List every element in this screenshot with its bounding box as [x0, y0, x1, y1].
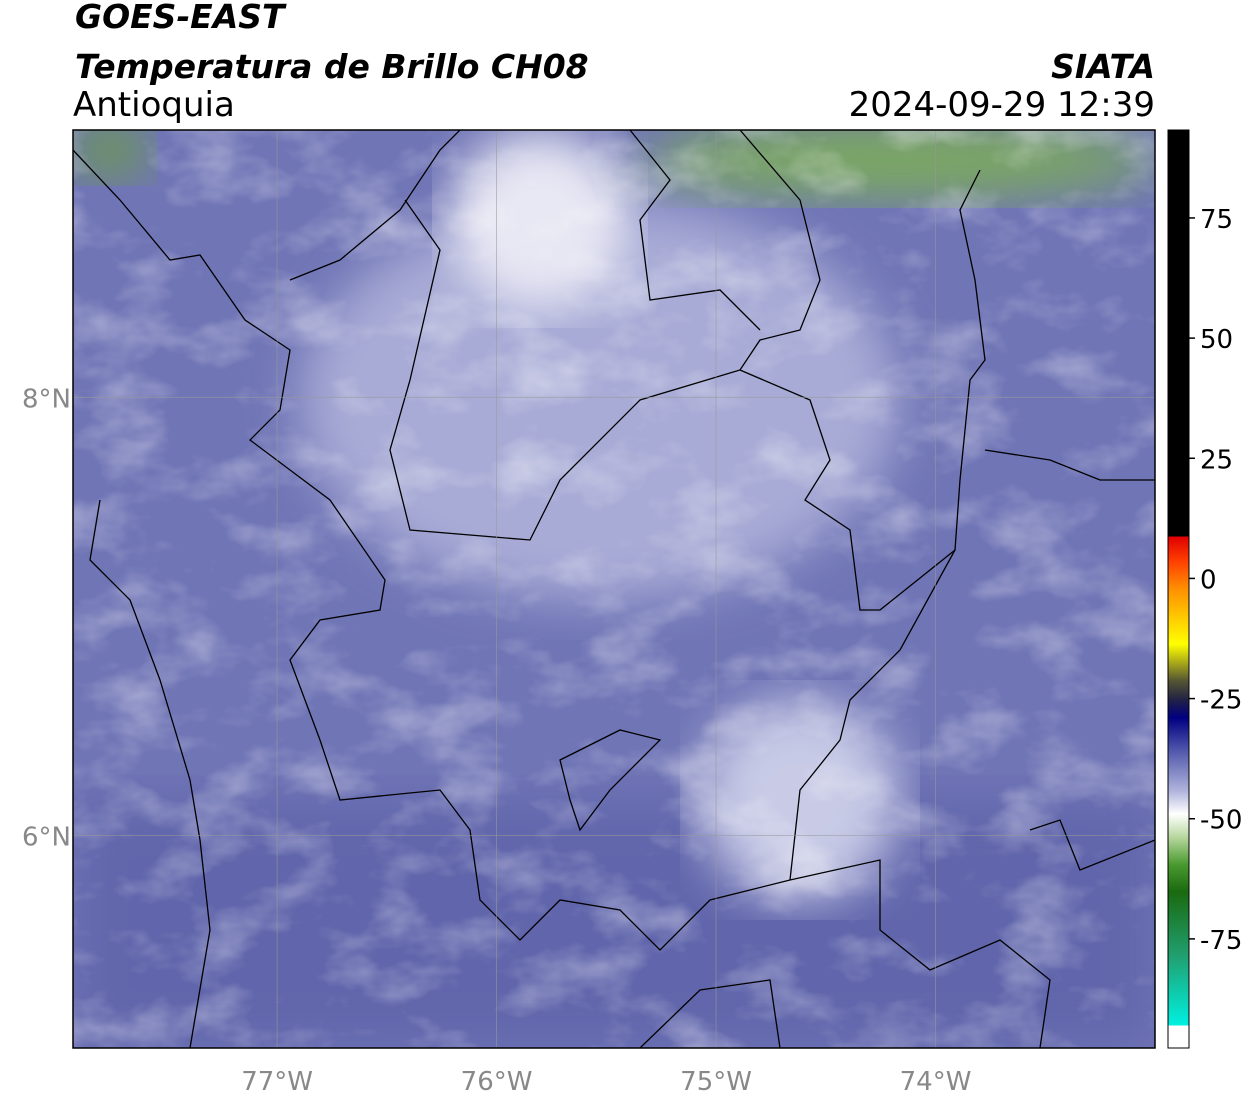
- region: Antioquia: [73, 85, 235, 125]
- colorbar-tick-label: 50: [1200, 325, 1233, 355]
- colorbar-tick-label: -25: [1200, 686, 1242, 716]
- map-image: [73, 130, 1155, 1048]
- agency: SIATA: [1051, 47, 1155, 86]
- lat-tick-label: 6°N: [22, 822, 71, 852]
- product: Temperatura de Brillo CH08: [75, 47, 589, 86]
- lon-tick-label: 74°W: [900, 1067, 972, 1097]
- map-frame: [72, 129, 1156, 1049]
- lon-tick-label: 75°W: [680, 1067, 752, 1097]
- colorbar-tick-label: -50: [1200, 806, 1242, 836]
- colorbar-tick-label: 0: [1200, 565, 1217, 595]
- datetime: 2024-09-29 12:39: [849, 85, 1155, 125]
- colorbar-tick-label: -75: [1200, 926, 1242, 956]
- colorbar-tick-label: 75: [1200, 205, 1233, 235]
- lat-tick-label: 8°N: [22, 384, 71, 414]
- grid: [73, 130, 1155, 1048]
- lon-tick-label: 76°W: [461, 1067, 533, 1097]
- colorbar: [1167, 129, 1190, 1049]
- colorbar-tick-label: 25: [1200, 445, 1233, 475]
- satellite: GOES-EAST: [75, 0, 287, 36]
- lon-tick-label: 77°W: [241, 1067, 313, 1097]
